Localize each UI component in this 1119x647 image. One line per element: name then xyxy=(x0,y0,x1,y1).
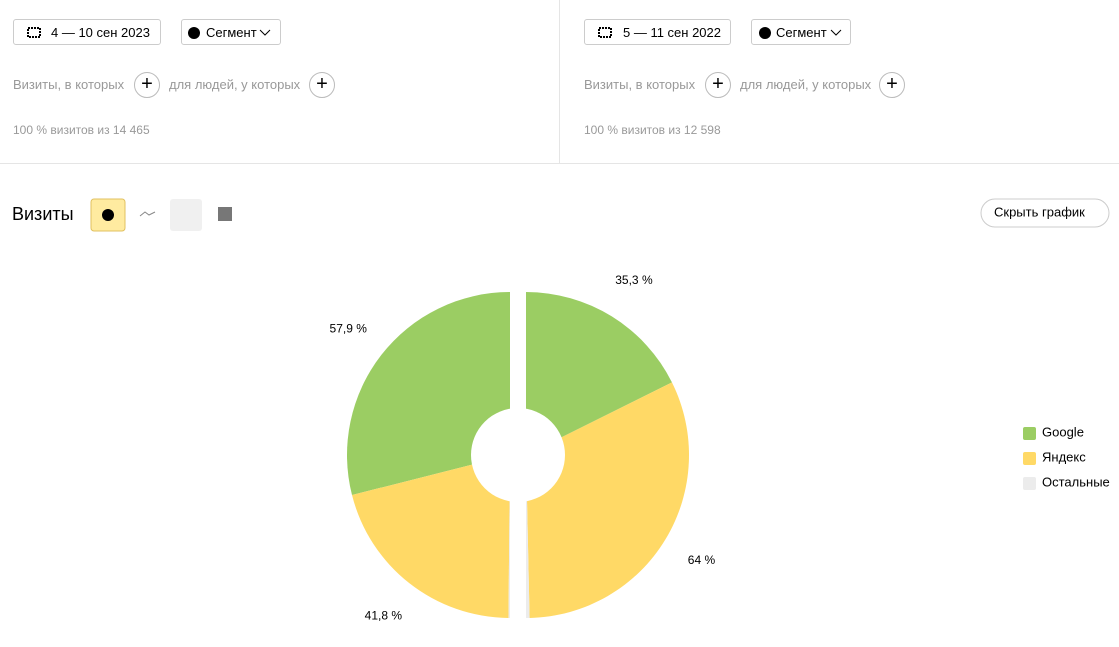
filter-label: для людей, у которых xyxy=(169,77,301,92)
add-button[interactable]: + xyxy=(134,72,160,98)
data-label: 35,3 % xyxy=(615,273,653,287)
pie-view-button[interactable] xyxy=(90,198,126,232)
legend-label: Остальные xyxy=(1042,474,1110,489)
donut-hole xyxy=(471,408,565,502)
pie-slice xyxy=(508,455,510,618)
legend-checkbox[interactable] xyxy=(1023,477,1036,490)
legend-label: Google xyxy=(1042,424,1084,439)
report-title: Визиты xyxy=(12,204,74,224)
bar-view-button[interactable] xyxy=(218,207,232,221)
data-label: 57,9 % xyxy=(330,321,368,335)
summary: 100 % визитов из 12 598 xyxy=(584,123,721,137)
pie-slice xyxy=(526,455,530,618)
filter-label: Визиты, в которых xyxy=(13,77,125,92)
panel: 5 — 11 сен 2022 Сегмент Визиты, в которы… xyxy=(560,0,1119,164)
filter-label: для людей, у которых xyxy=(740,77,872,92)
line-view-button[interactable] xyxy=(139,211,156,217)
pie-slice xyxy=(347,292,510,496)
segment-button[interactable]: Сегмент xyxy=(181,19,281,45)
pie-slice xyxy=(526,382,689,618)
segment-button[interactable]: Сегмент xyxy=(751,19,851,45)
date: 5 — 11 сен 2022 xyxy=(623,25,722,40)
pie-slice xyxy=(526,292,672,455)
summary: 100 % визитов из 14 465 xyxy=(13,123,150,137)
date-button[interactable]: 4 — 10 сен 2023 xyxy=(13,19,161,45)
filter-label: Визиты, в которых xyxy=(584,77,696,92)
legend-checkbox[interactable] xyxy=(1023,452,1036,465)
date-button[interactable]: 5 — 11 сен 2022 xyxy=(584,19,731,45)
date: 4 — 10 сен 2023 xyxy=(51,25,150,40)
panel: 4 — 10 сен 2023 Сегмент Визиты, в которы… xyxy=(0,0,560,164)
segment: Сегмент xyxy=(776,25,827,40)
data-label: 41,8 % xyxy=(365,608,403,622)
legend-label: Яндекс xyxy=(1042,449,1086,464)
segment: Сегмент xyxy=(206,25,257,40)
hide-chart-button[interactable] xyxy=(980,198,1110,228)
add-button[interactable]: + xyxy=(705,72,731,98)
add-button[interactable]: + xyxy=(879,72,905,98)
area-view-button[interactable] xyxy=(170,199,202,231)
button-label: Скрыть график xyxy=(994,204,1085,219)
data-label: 64 % xyxy=(688,553,716,567)
icon xyxy=(102,209,114,221)
add-button[interactable]: + xyxy=(309,72,335,98)
legend-checkbox[interactable] xyxy=(1023,427,1036,440)
pie-slice xyxy=(351,455,510,618)
